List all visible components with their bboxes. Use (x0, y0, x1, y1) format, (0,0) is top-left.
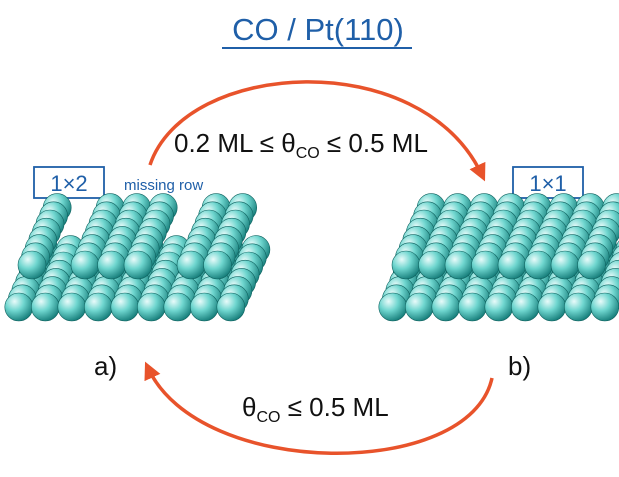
surface-b-atom-bottom (378, 292, 408, 322)
surface-a-atom-top (123, 250, 153, 280)
surface-b-atom-top (444, 250, 474, 280)
surface-a-atom-bottom (4, 292, 34, 322)
surface-a-atom-top (17, 250, 47, 280)
reverse-transition-arrow (144, 361, 494, 456)
surface-a-atom-bottom (57, 292, 87, 322)
forward-condition-prefix: 0.2 ML ≤ θ (174, 128, 296, 158)
reconstruction-label-a: 1×2 (50, 171, 87, 196)
reverse-condition: θCO ≤ 0.5 ML (242, 392, 389, 426)
surface-b-1x1 (378, 193, 619, 322)
surface-b-atom-bottom (537, 292, 567, 322)
reconstruction-badge-a (33, 166, 105, 199)
forward-condition-suffix: ≤ 0.5 ML (320, 128, 428, 158)
surface-b-atom-top (577, 250, 606, 280)
surface-b-atom-bottom (590, 292, 619, 322)
forward-condition: 0.2 ML ≤ θCO ≤ 0.5 ML (174, 128, 428, 162)
surface-a-atom-top (70, 250, 100, 280)
panel-label-b: b) (508, 351, 531, 381)
missing-row-label: missing row (124, 177, 203, 194)
surface-a-atom-top (176, 250, 206, 280)
surface-b-atom-top (497, 250, 527, 280)
surface-b-atom-bottom (404, 292, 434, 322)
surface-b-atom-top (418, 250, 447, 280)
forward-condition-subscript: CO (296, 145, 320, 162)
surface-a-1x2-missing-row (4, 193, 271, 322)
surface-b-atom-bottom (563, 292, 593, 322)
surface-b-atom-bottom (457, 292, 487, 322)
forward-transition-arrow (148, 80, 486, 182)
surface-a-atom-bottom (163, 292, 193, 322)
surface-b-atom-top (524, 250, 553, 280)
reconstruction-badge-b (512, 166, 584, 199)
reconstruction-label-b: 1×1 (529, 171, 566, 196)
reverse-condition-subscript: CO (256, 409, 280, 426)
panel-label-a: a) (94, 351, 117, 381)
surface-a-atom-bottom (30, 292, 60, 322)
surface-b-atom-top (550, 250, 580, 280)
surface-a-atom-bottom (137, 292, 166, 322)
surface-a-atom-bottom (216, 292, 246, 322)
surface-b-atom-bottom (431, 292, 461, 322)
reverse-condition-suffix: ≤ 0.5 ML (280, 392, 388, 422)
diagram-title: CO / Pt(110) (232, 12, 404, 47)
surface-a-atom-bottom (190, 292, 219, 322)
surface-b-atom-bottom (484, 292, 514, 322)
surface-b-atom-top (471, 250, 500, 280)
surface-a-atom-top (203, 250, 232, 280)
reverse-condition-prefix: θ (242, 392, 256, 422)
surface-a-atom-top (97, 250, 126, 280)
surface-b-atom-top (391, 250, 421, 280)
surface-a-atom-bottom (110, 292, 140, 322)
surface-b-atom-bottom (510, 292, 540, 322)
surface-a-atom-bottom (84, 292, 113, 322)
